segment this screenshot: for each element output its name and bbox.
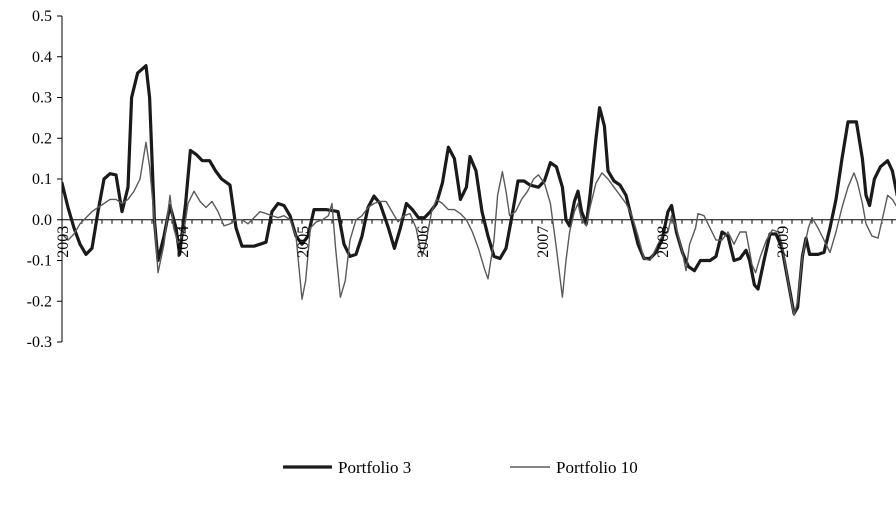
x-tick-label: 2004 <box>175 226 192 258</box>
y-tick-label: -0.1 <box>27 253 52 270</box>
y-tick-label: 0.5 <box>32 8 52 25</box>
x-tick-label: 2008 <box>655 226 672 258</box>
y-tick-label: -0.2 <box>27 293 52 310</box>
series-line-2 <box>62 141 896 317</box>
x-tick-label: 2007 <box>535 226 552 258</box>
x-tick-label: 2003 <box>55 226 72 258</box>
x-tick-label: 2006 <box>415 226 432 258</box>
y-tick-label: 0.0 <box>32 212 52 229</box>
y-tick-label: 0.3 <box>32 90 52 107</box>
series-line-1 <box>62 64 896 316</box>
legend-label-1: Portfolio 3 <box>338 458 411 477</box>
series-lines <box>62 64 896 317</box>
y-tick-label: 0.1 <box>32 171 52 188</box>
x-tick-label: 2009 <box>775 226 792 258</box>
legend: Portfolio 3 Portfolio 10 <box>283 458 638 477</box>
y-tick-label: -0.3 <box>27 334 52 351</box>
y-tick-label: 0.4 <box>32 49 52 66</box>
legend-label-2: Portfolio 10 <box>556 458 638 477</box>
y-tick-labels: 0.5 0.4 0.3 0.2 0.1 0.0 -0.1 -0.2 -0.3 <box>27 8 52 351</box>
x-tick-label: 2005 <box>295 226 312 258</box>
y-tick-label: 0.2 <box>32 130 52 147</box>
x-tick-labels: 2003 2004 2005 2006 2007 2008 2009 <box>55 226 792 258</box>
